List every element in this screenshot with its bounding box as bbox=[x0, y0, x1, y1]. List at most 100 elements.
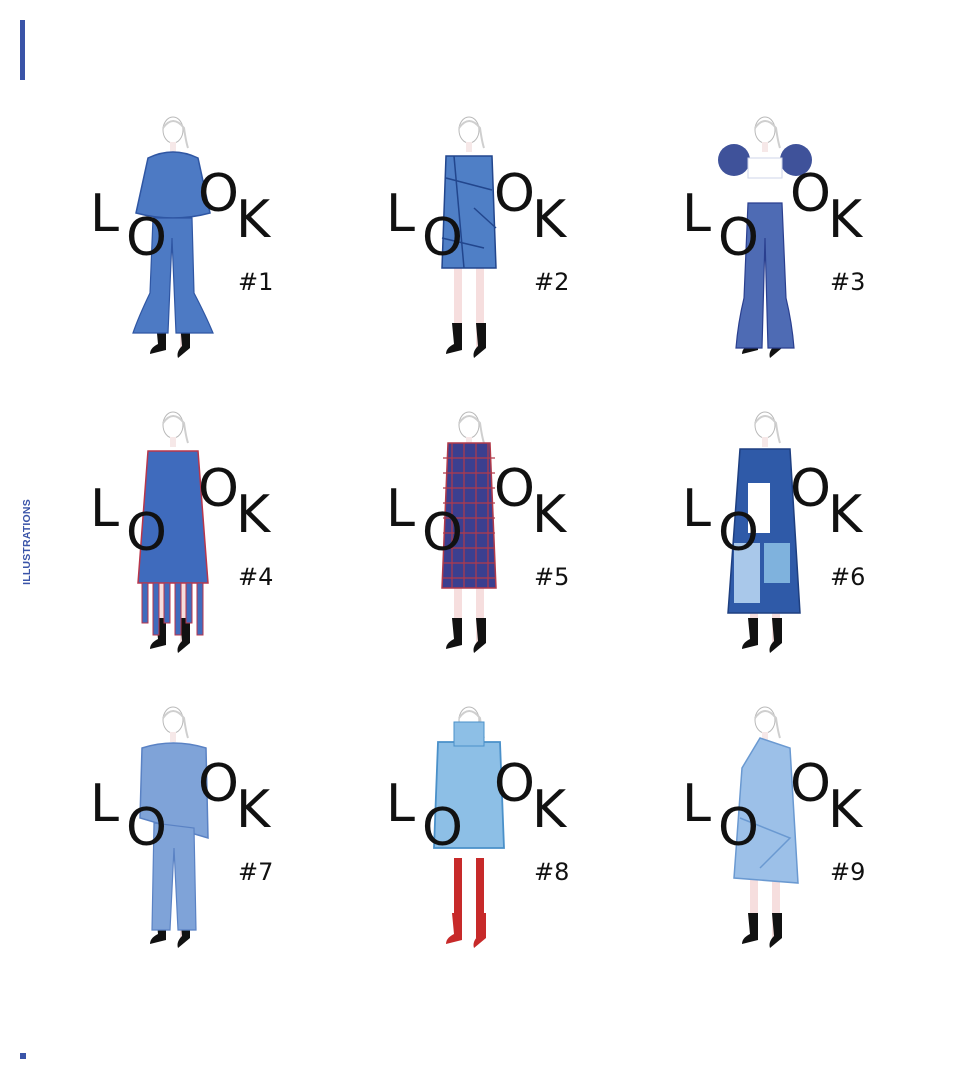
left-boot bbox=[742, 913, 758, 944]
look-illustration-7 bbox=[128, 706, 218, 958]
left-boot bbox=[446, 323, 462, 354]
hair bbox=[458, 120, 485, 149]
fashion-figure-svg bbox=[433, 706, 505, 948]
look-letter-o2: O bbox=[494, 164, 535, 224]
right-boot bbox=[473, 913, 486, 948]
look-letter-o1: O bbox=[718, 798, 759, 858]
neck bbox=[466, 437, 472, 447]
hair bbox=[754, 120, 781, 149]
fashion-figure-svg bbox=[137, 411, 209, 653]
left-leg bbox=[158, 563, 166, 643]
look-letter-l: L bbox=[386, 184, 415, 244]
hair bbox=[458, 415, 485, 444]
look-letter-o2: O bbox=[198, 459, 239, 519]
right-boot bbox=[177, 618, 190, 653]
look-letter-k: K bbox=[532, 780, 567, 840]
top-accent-bar bbox=[20, 20, 25, 80]
look-card-9: L O O K #9 bbox=[682, 706, 882, 1038]
look-illustration-8 bbox=[424, 706, 514, 958]
look-letter-l: L bbox=[682, 184, 711, 244]
neck bbox=[170, 732, 176, 742]
fashion-figure-svg bbox=[727, 411, 801, 653]
look-illustration-5 bbox=[424, 411, 514, 663]
look-letter-k: K bbox=[236, 190, 271, 250]
look-number-3: #3 bbox=[830, 268, 866, 296]
look-number-7: #7 bbox=[238, 858, 274, 886]
look-number-2: #2 bbox=[534, 268, 570, 296]
look-letter-o1: O bbox=[718, 208, 759, 268]
left-boot bbox=[446, 913, 462, 944]
neck bbox=[762, 142, 768, 152]
garment bbox=[441, 442, 497, 589]
look-letter-l: L bbox=[90, 774, 119, 834]
fashion-figure-svg bbox=[441, 411, 497, 653]
hair bbox=[162, 710, 189, 739]
neck bbox=[170, 142, 176, 152]
right-boot bbox=[473, 323, 486, 358]
look-number-4: #4 bbox=[238, 563, 274, 591]
look-letter-k: K bbox=[828, 190, 863, 250]
left-leg bbox=[454, 563, 462, 643]
look-illustration-9 bbox=[720, 706, 810, 958]
right-leg bbox=[180, 563, 188, 643]
look-illustration-2 bbox=[424, 116, 514, 368]
look-number-5: #5 bbox=[534, 563, 570, 591]
right-boot bbox=[473, 618, 486, 653]
look-letter-o2: O bbox=[198, 754, 239, 814]
left-leg bbox=[750, 858, 758, 938]
garment bbox=[733, 737, 799, 884]
look-letter-k: K bbox=[828, 485, 863, 545]
fashion-figure-svg bbox=[441, 116, 497, 358]
look-letter-o1: O bbox=[422, 503, 463, 563]
look-letter-o1: O bbox=[422, 208, 463, 268]
look-letter-k: K bbox=[532, 485, 567, 545]
right-boot bbox=[769, 913, 782, 948]
right-boot bbox=[769, 618, 782, 653]
look-letter-l: L bbox=[90, 479, 119, 539]
fashion-figure-svg bbox=[733, 706, 799, 948]
look-letter-l: L bbox=[90, 184, 119, 244]
look-illustration-4 bbox=[128, 411, 218, 663]
look-letter-l: L bbox=[386, 479, 415, 539]
look-letter-k: K bbox=[828, 780, 863, 840]
look-letter-k: K bbox=[532, 190, 567, 250]
hair bbox=[754, 415, 781, 444]
neck bbox=[762, 437, 768, 447]
look-letter-o1: O bbox=[126, 208, 167, 268]
look-letter-l: L bbox=[682, 774, 711, 834]
look-letter-o1: O bbox=[718, 503, 759, 563]
look-letter-k: K bbox=[236, 485, 271, 545]
garment bbox=[139, 742, 209, 931]
neck bbox=[170, 437, 176, 447]
garment bbox=[441, 155, 497, 269]
neck bbox=[762, 732, 768, 742]
garment bbox=[132, 151, 214, 334]
garment bbox=[727, 448, 801, 614]
garment bbox=[718, 144, 812, 349]
look-letter-o2: O bbox=[198, 164, 239, 224]
look-card-5: L O O K #5 bbox=[386, 411, 586, 743]
look-number-8: #8 bbox=[534, 858, 570, 886]
look-letter-o2: O bbox=[494, 459, 535, 519]
look-illustration-6 bbox=[720, 411, 810, 663]
hair bbox=[754, 710, 781, 739]
look-letter-o1: O bbox=[422, 798, 463, 858]
look-card-4: L O O K #4 bbox=[90, 411, 290, 743]
look-card-2: L O O K #2 bbox=[386, 116, 586, 448]
look-letter-k: K bbox=[236, 780, 271, 840]
fashion-figure-svg bbox=[718, 116, 812, 358]
garment bbox=[137, 450, 209, 636]
hair bbox=[162, 120, 189, 149]
left-leg bbox=[454, 268, 462, 348]
left-leg bbox=[454, 858, 462, 938]
hair bbox=[162, 415, 189, 444]
bottom-accent-square bbox=[20, 1053, 26, 1059]
right-leg bbox=[476, 858, 484, 938]
look-card-8: L O O K #8 bbox=[386, 706, 586, 1038]
look-letter-o2: O bbox=[790, 754, 831, 814]
look-card-3: L O O K #3 bbox=[682, 116, 882, 448]
look-letter-l: L bbox=[682, 479, 711, 539]
fashion-figure-svg bbox=[139, 706, 209, 948]
right-leg bbox=[772, 858, 780, 938]
